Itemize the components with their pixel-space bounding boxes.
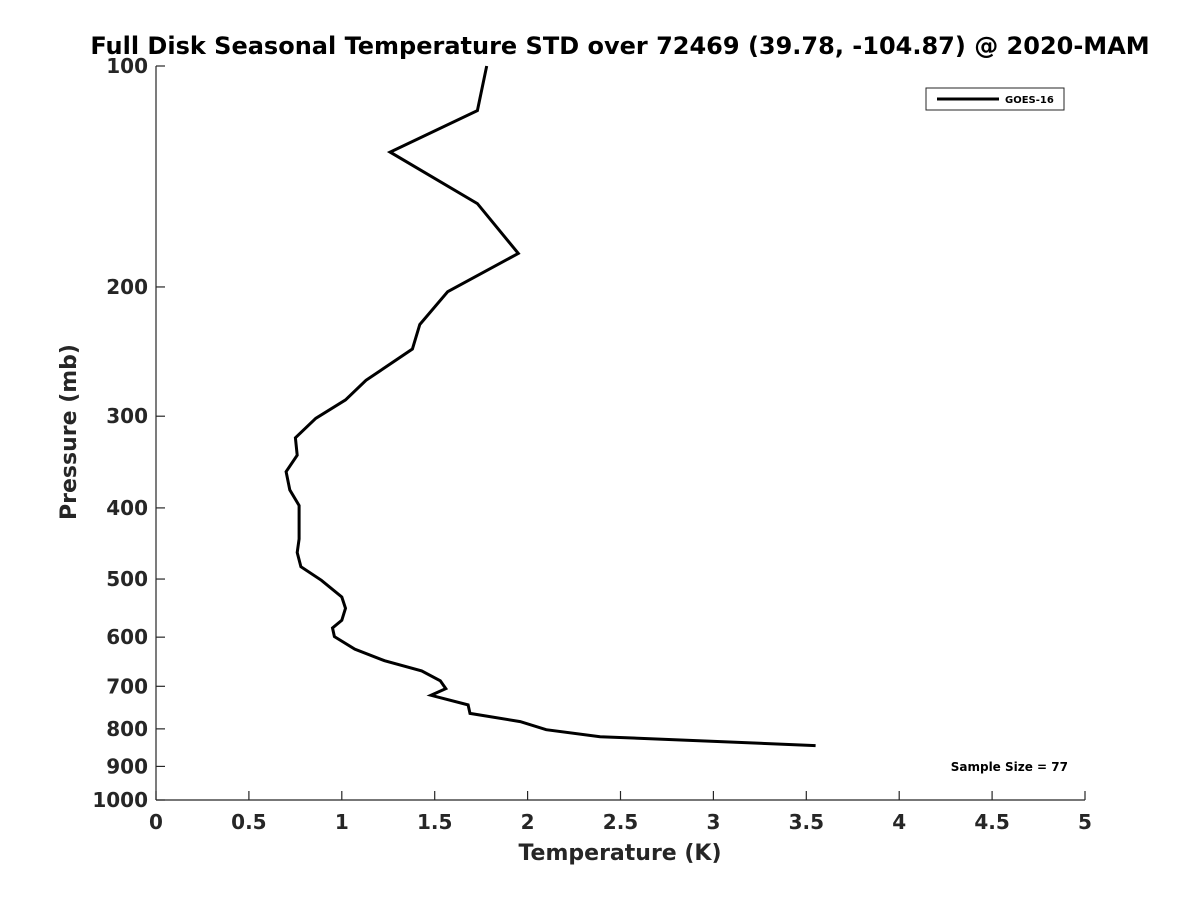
x-tick-label: 4.5 xyxy=(974,810,1009,834)
x-tick-label: 3.5 xyxy=(789,810,824,834)
y-tick-label: 200 xyxy=(106,275,148,299)
x-tick-label: 2 xyxy=(521,810,535,834)
legend-label: GOES-16 xyxy=(1005,95,1054,106)
x-tick-label: 1 xyxy=(335,810,349,834)
x-tick-label: 1.5 xyxy=(417,810,452,834)
legend: GOES-16 xyxy=(925,87,1065,111)
y-tick-label: 100 xyxy=(106,54,148,78)
x-tick-label: 3 xyxy=(706,810,720,834)
y-tick-label: 400 xyxy=(106,496,148,520)
x-axis-label: Temperature (K) xyxy=(518,841,721,866)
y-tick-label: 800 xyxy=(106,717,148,741)
series-line-goes-16 xyxy=(284,65,816,748)
y-tick-label: 700 xyxy=(106,674,148,698)
y-tick-label: 300 xyxy=(106,404,148,428)
y-axis-label: Pressure (mb) xyxy=(57,344,82,520)
axes: 0 0.5 1 1.5 2 2.5 3 3.5 4 4.5 5 100 200 300 400 500 600 7… xyxy=(92,54,1092,834)
y-tick-label: 600 xyxy=(106,625,148,649)
x-tick-label: 4 xyxy=(892,810,906,834)
y-tick-label: 500 xyxy=(106,567,148,591)
sample-size-annotation: Sample Size = 77 xyxy=(951,760,1068,774)
chart-title: Full Disk Seasonal Temperature STD over … xyxy=(90,32,1149,60)
y-tick-label: 1000 xyxy=(92,788,148,812)
y-tick-label: 900 xyxy=(106,754,148,778)
x-tick-label: 0.5 xyxy=(231,810,266,834)
x-tick-label: 0 xyxy=(149,810,163,834)
x-tick-label: 2.5 xyxy=(603,810,638,834)
x-tick-label: 5 xyxy=(1078,810,1092,834)
plot-area xyxy=(284,65,816,748)
